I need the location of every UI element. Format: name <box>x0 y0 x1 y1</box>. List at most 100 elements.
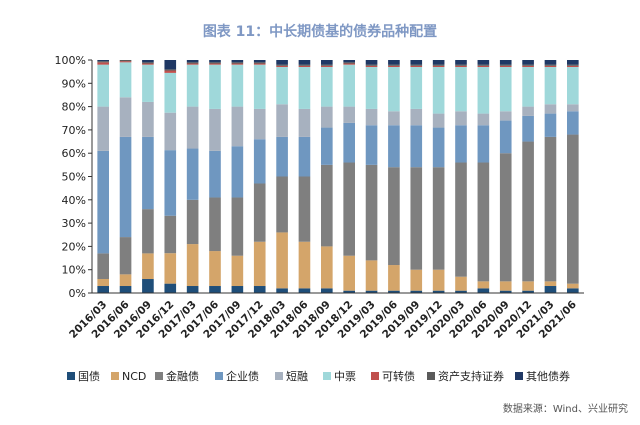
bar-segment <box>522 66 534 107</box>
bar-segment <box>499 290 512 293</box>
bar-segment <box>522 65 534 67</box>
bar-segment <box>164 72 177 113</box>
bar-segment <box>298 66 311 109</box>
bar-segment <box>365 164 378 261</box>
bar-segment <box>97 61 109 63</box>
bar-segment <box>209 62 221 64</box>
bar-segment <box>209 64 221 109</box>
bar-segment <box>522 60 534 65</box>
bar-segment <box>142 101 154 137</box>
bar-segment <box>522 64 534 66</box>
bar-segment <box>253 139 266 184</box>
bar-segment <box>477 113 490 126</box>
bar-segment <box>432 290 445 293</box>
legend: 国债 NCD 金融债 企业债 短融 中票 可转债 资产支持证券 其他债券 <box>67 369 570 383</box>
bar-segment <box>455 60 467 65</box>
bar-segment <box>499 65 512 67</box>
bar-segment <box>343 62 355 64</box>
x-axis: 2016/032016/062016/092016/122017/032017/… <box>67 292 584 341</box>
bar-segment <box>365 125 378 165</box>
bar-segment <box>164 215 177 254</box>
bar-segment <box>499 64 512 66</box>
bar-segment <box>522 106 534 116</box>
bar-segment <box>253 108 266 140</box>
bar-segment <box>343 106 355 123</box>
bar-segment <box>298 288 311 293</box>
bar-segment <box>298 241 311 289</box>
bar-segment <box>321 288 333 293</box>
bar-segment <box>567 288 579 293</box>
bar-segment <box>321 246 333 289</box>
legend-swatch <box>427 372 435 380</box>
bar-segment <box>455 66 467 112</box>
bar-segment <box>522 115 534 142</box>
bar-segment <box>343 60 355 63</box>
bar-segment <box>388 167 400 266</box>
bar-segment <box>410 269 423 291</box>
bar-segment <box>97 286 109 293</box>
bar-segment <box>97 60 109 62</box>
bar-segment <box>455 111 467 126</box>
bar-segment <box>97 253 109 280</box>
bar-segment <box>321 66 333 107</box>
y-tick-label: 90% <box>62 77 86 90</box>
bar-segment <box>321 60 333 65</box>
bar-segment <box>522 290 534 293</box>
bar-segment <box>477 125 490 163</box>
source-note: 数据来源：Wind、兴业研究 <box>503 402 628 415</box>
bar-segment <box>119 60 132 62</box>
bar-segment <box>209 197 221 252</box>
bar-segment <box>432 64 445 66</box>
bar-segment <box>164 253 177 284</box>
legend-label: 短融 <box>286 369 308 383</box>
bar-segment <box>253 63 266 65</box>
bar-segment <box>432 167 445 270</box>
bar-segment <box>544 64 557 66</box>
bar-segment <box>142 62 154 64</box>
legend-label: 可转债 <box>382 369 415 383</box>
bar-segment <box>567 66 579 105</box>
bar-segment <box>119 286 132 293</box>
bar-segment <box>119 274 132 287</box>
bar-segment <box>186 244 199 287</box>
bar-segment <box>97 106 109 151</box>
bar-segment <box>298 64 311 66</box>
bar-segment <box>544 104 557 114</box>
bar-segment <box>544 60 557 65</box>
y-tick-label: 0% <box>69 287 86 300</box>
bar-segment <box>388 65 400 67</box>
y-tick-label: 10% <box>62 264 86 277</box>
bar-segment <box>253 62 266 64</box>
bar-segment <box>253 64 266 109</box>
bar-segment <box>432 66 445 114</box>
bar-segment <box>477 288 490 293</box>
y-tick-label: 70% <box>62 124 86 137</box>
bar-segment <box>276 104 288 137</box>
bar-segment <box>432 269 445 291</box>
bar-segment <box>522 141 534 282</box>
bar-segment <box>186 62 199 64</box>
bar-segment <box>343 122 355 163</box>
bar-segment <box>499 153 512 282</box>
bar-segment <box>119 61 132 63</box>
bar-segment <box>97 64 109 107</box>
bar-segment <box>343 162 355 256</box>
bar-segment <box>231 286 244 293</box>
bar-segment <box>186 106 199 149</box>
y-tick-label: 60% <box>62 147 86 160</box>
bar-segment <box>164 112 177 151</box>
bar-segment <box>343 255 355 291</box>
bar-segment <box>499 60 512 65</box>
bar-segment <box>567 104 579 112</box>
bar-segment <box>142 64 154 102</box>
bar-segment <box>455 125 467 163</box>
bar-segment <box>186 63 199 65</box>
bar-segment <box>231 255 244 287</box>
bar-segment <box>298 65 311 67</box>
bar-segment <box>186 148 199 200</box>
bar-segment <box>388 265 400 291</box>
bar-segment <box>499 66 512 112</box>
bar-segment <box>298 60 311 65</box>
legend-swatch <box>215 372 223 380</box>
